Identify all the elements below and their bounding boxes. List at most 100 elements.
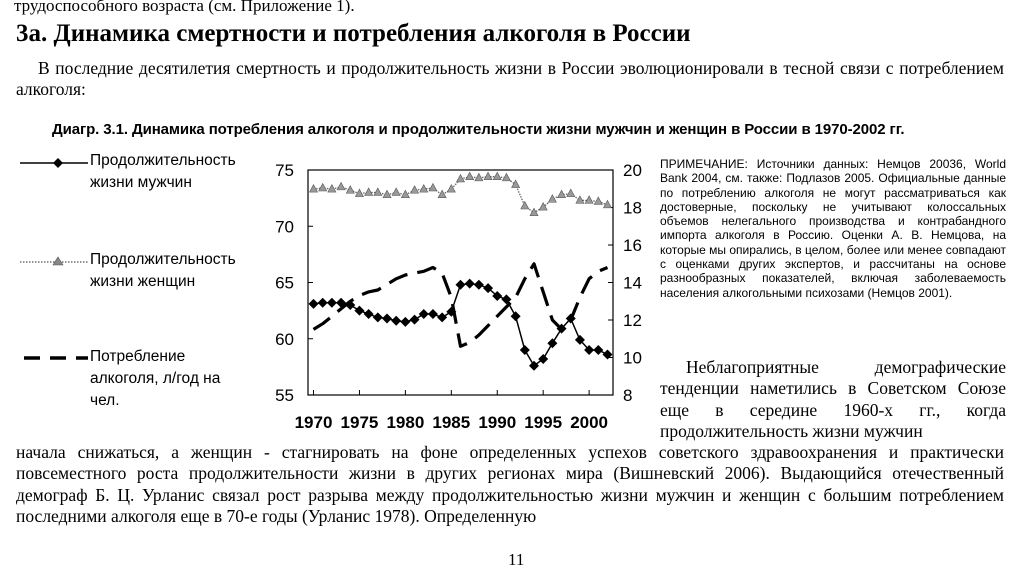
y-tick-label: 70 xyxy=(275,217,294,236)
data-point-male xyxy=(382,313,393,324)
legend-male-label: Продолжительность жизни мужчин xyxy=(90,152,236,191)
data-point-male xyxy=(308,298,319,309)
y2-tick-label: 14 xyxy=(623,274,642,293)
data-point-male xyxy=(510,311,521,322)
data-point-female xyxy=(529,207,539,217)
y2-tick-label: 12 xyxy=(623,311,642,330)
life-expectancy-alcohol-chart: 55 60 65 70 75 8 10 12 14 16 18 20 1970 1975 1980 198… xyxy=(275,161,642,432)
data-point-male xyxy=(528,360,539,371)
intro-paragraph: В последние десятилетия смертность и про… xyxy=(16,58,1004,99)
data-point-female xyxy=(511,179,521,188)
legend-female-label: Продолжительность жизни женщин xyxy=(90,251,236,290)
data-point-male xyxy=(336,297,347,308)
data-point-male xyxy=(400,316,411,327)
x-tick-label: 2000 xyxy=(570,413,608,432)
data-point-female xyxy=(354,188,364,197)
data-point-female xyxy=(428,182,438,192)
data-point-female xyxy=(446,183,456,193)
data-point-female xyxy=(602,199,612,209)
series-line-alcohol xyxy=(312,262,609,348)
data-point-female xyxy=(336,181,346,191)
data-point-female xyxy=(327,183,337,193)
y2-tick-label: 20 xyxy=(623,161,642,180)
series-line-male xyxy=(313,282,608,367)
data-point-female xyxy=(483,171,493,181)
data-point-female xyxy=(410,185,420,194)
data-point-female xyxy=(456,173,465,183)
x-tick-label: 1980 xyxy=(386,413,424,432)
data-point-male xyxy=(473,279,484,290)
y2-tick-label: 10 xyxy=(623,349,642,368)
data-point-female xyxy=(373,187,383,196)
data-point-male xyxy=(492,291,503,301)
figure-note: ПРИМЕЧАНИЕ: Источники данных: Немцов 200… xyxy=(660,157,1006,300)
data-point-male xyxy=(501,294,512,305)
data-point-female xyxy=(474,172,484,182)
data-point-male xyxy=(455,279,466,290)
data-point-male xyxy=(409,314,420,325)
data-point-female xyxy=(309,183,319,193)
legend-female-symbol xyxy=(20,256,88,266)
body-paragraph-continuation: начала снижаться, а женщин - стагнироват… xyxy=(16,442,1004,526)
body-paragraph-right: Неблагоприятные демографические тенденци… xyxy=(660,357,1006,441)
x-tick-label: 1975 xyxy=(341,413,379,432)
data-point-female xyxy=(593,196,603,205)
data-point-female xyxy=(538,201,548,211)
data-point-female xyxy=(584,195,594,204)
figure-title: Диагр. 3.1. Динамика потребления алкогол… xyxy=(52,121,905,138)
data-point-female xyxy=(345,185,355,194)
y2-tick-label: 16 xyxy=(623,236,642,255)
data-point-female xyxy=(318,182,328,192)
series-layer xyxy=(308,171,613,371)
data-point-male xyxy=(538,354,549,364)
data-point-female xyxy=(575,195,585,204)
data-point-female xyxy=(419,183,429,193)
data-point-male xyxy=(574,334,585,345)
data-point-male xyxy=(391,315,402,326)
y-axis-left: 55 60 65 70 75 xyxy=(275,161,313,405)
data-point-female xyxy=(520,200,530,210)
data-point-female xyxy=(557,189,567,199)
data-point-male xyxy=(418,309,429,319)
data-point-male xyxy=(354,305,365,316)
y-axis-right: 8 10 12 14 16 18 20 xyxy=(608,161,642,405)
x-tick-label: 1985 xyxy=(432,413,470,432)
data-point-female xyxy=(566,188,576,197)
y-tick-label: 65 xyxy=(275,274,294,293)
data-point-female xyxy=(501,172,511,182)
data-point-male xyxy=(326,297,337,308)
data-point-female xyxy=(382,189,392,199)
y-tick-label: 75 xyxy=(275,161,294,180)
y-tick-label: 60 xyxy=(275,330,294,349)
legend-alcohol-label: Потребление алкоголя, л/год на чел. xyxy=(90,348,221,409)
data-point-male xyxy=(427,309,438,319)
data-point-male xyxy=(519,345,530,355)
y-tick-label: 55 xyxy=(275,386,294,405)
previous-page-line: трудоспособного возраста (см. Приложение… xyxy=(14,0,355,15)
x-axis: 1970 1975 1980 1985 1990 1995 2000 xyxy=(295,390,608,432)
data-point-female xyxy=(465,171,475,181)
data-point-male xyxy=(547,338,558,349)
data-point-male xyxy=(437,312,448,323)
data-point-female xyxy=(391,187,401,196)
data-point-female xyxy=(492,171,502,181)
y2-tick-label: 18 xyxy=(623,199,642,218)
page-number: 11 xyxy=(508,550,525,569)
data-point-male xyxy=(317,297,328,308)
x-tick-label: 1995 xyxy=(524,413,562,432)
x-tick-label: 1970 xyxy=(295,413,333,432)
data-point-female xyxy=(364,187,374,196)
data-point-female xyxy=(437,189,447,199)
data-point-male xyxy=(363,309,374,319)
data-point-male xyxy=(593,345,604,355)
data-point-male xyxy=(602,349,613,360)
legend-alcohol-symbol xyxy=(24,356,88,360)
data-point-female xyxy=(547,194,557,203)
data-point-female xyxy=(400,189,410,199)
data-point-male xyxy=(584,345,595,355)
data-point-male xyxy=(464,278,475,289)
data-point-male xyxy=(483,283,494,294)
x-tick-label: 1990 xyxy=(478,413,516,432)
legend-male-symbol xyxy=(20,158,88,168)
data-point-male xyxy=(372,312,383,323)
